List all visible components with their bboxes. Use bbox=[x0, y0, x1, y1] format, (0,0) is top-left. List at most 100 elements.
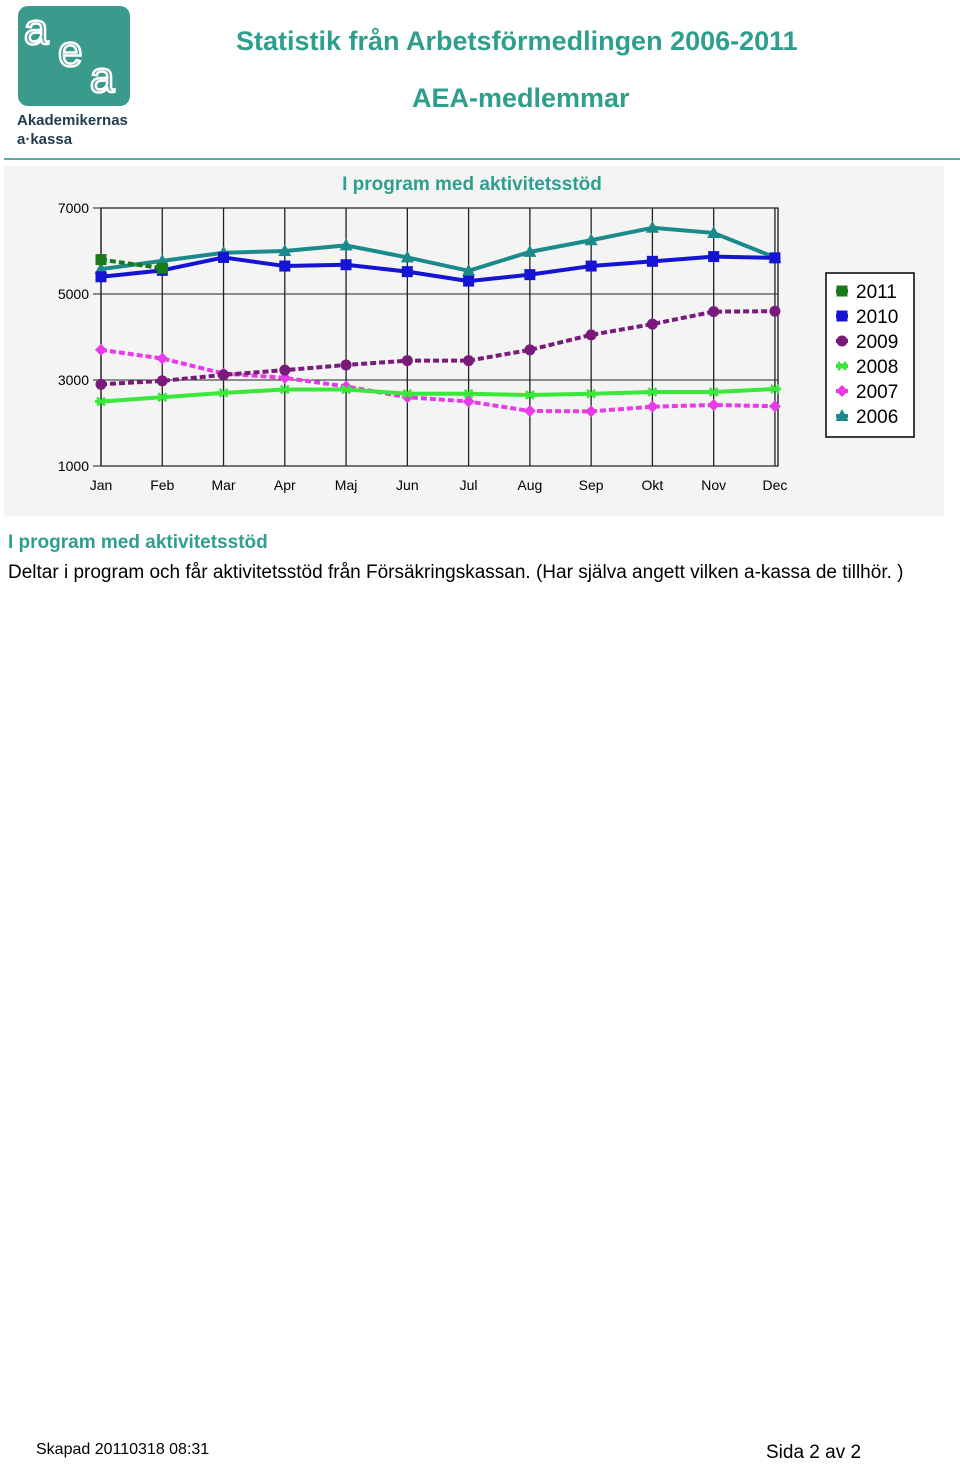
data-point-2009 bbox=[646, 318, 658, 330]
data-point-2011 bbox=[156, 262, 168, 274]
data-point-2006 bbox=[400, 250, 414, 263]
data-point-2009 bbox=[769, 305, 781, 317]
logo-name: Akademikernas a·kassa bbox=[17, 111, 128, 149]
legend-label-2009: 2009 bbox=[856, 332, 898, 353]
plot-area bbox=[100, 207, 779, 467]
logo-name-line2: a·kassa bbox=[17, 131, 73, 148]
data-point-2007 bbox=[707, 398, 720, 411]
data-point-2007 bbox=[646, 400, 659, 413]
legend-marker-2011 bbox=[836, 285, 848, 297]
data-point-2006 bbox=[339, 238, 353, 251]
footer-page-number: Sida 2 av 2 bbox=[766, 1442, 862, 1463]
data-point-2010 bbox=[585, 260, 597, 272]
data-point-2010 bbox=[95, 271, 107, 283]
x-tick-label: Sep bbox=[579, 477, 604, 493]
data-point-2008 bbox=[401, 388, 414, 399]
data-point-2009 bbox=[156, 375, 168, 387]
series-line-2011 bbox=[100, 257, 163, 271]
data-point-2006 bbox=[707, 225, 721, 238]
logo-name-line1: Akademikernas bbox=[17, 112, 128, 129]
legend-marker-2010 bbox=[836, 310, 848, 322]
data-point-2010 bbox=[401, 266, 413, 278]
data-point-2010 bbox=[463, 275, 475, 287]
x-tick-label: Maj bbox=[335, 477, 358, 493]
chart-title: I program med aktivitetsstöd bbox=[342, 174, 602, 195]
data-point-2008 bbox=[340, 384, 353, 395]
data-point-2008 bbox=[278, 384, 291, 395]
data-point-2007 bbox=[340, 380, 353, 393]
data-point-2008 bbox=[585, 388, 598, 399]
series-line-2008 bbox=[100, 387, 776, 404]
section-title: I program med aktivitetsstöd bbox=[8, 532, 268, 553]
logo-mark: a e a bbox=[18, 6, 130, 106]
y-tick-label: 1000 bbox=[58, 458, 89, 474]
data-point-2010 bbox=[524, 269, 536, 281]
data-point-2008 bbox=[462, 388, 475, 399]
x-tick-label: Jun bbox=[396, 477, 419, 493]
data-point-2010 bbox=[340, 259, 352, 271]
logo: a e a Akademikernas a·kassa bbox=[16, 6, 136, 152]
x-tick-label: Feb bbox=[150, 477, 174, 493]
x-tick-label: Apr bbox=[274, 477, 296, 493]
data-point-2007 bbox=[278, 371, 291, 384]
x-tick-label: Jul bbox=[460, 477, 478, 493]
data-point-2008 bbox=[768, 384, 781, 394]
data-point-2008 bbox=[523, 390, 536, 400]
x-tick-label: Nov bbox=[701, 477, 726, 493]
legend-label-2006: 2006 bbox=[856, 407, 898, 428]
data-point-2008 bbox=[156, 392, 169, 403]
legend-marker-2009 bbox=[836, 335, 848, 347]
data-point-2006 bbox=[94, 262, 108, 275]
header-divider bbox=[4, 158, 960, 160]
data-point-2009 bbox=[340, 359, 352, 371]
legend-label-2010: 2010 bbox=[856, 307, 898, 328]
data-point-2011 bbox=[95, 254, 107, 266]
data-point-2009 bbox=[95, 378, 107, 390]
legend-label-2008: 2008 bbox=[856, 357, 898, 378]
data-point-2006 bbox=[523, 244, 537, 257]
data-point-2010 bbox=[646, 255, 658, 267]
y-tick-label: 3000 bbox=[58, 372, 89, 388]
series-line-2009 bbox=[100, 309, 775, 387]
svg-text:a: a bbox=[24, 6, 49, 54]
data-point-2008 bbox=[95, 396, 107, 407]
data-point-2007 bbox=[585, 405, 598, 418]
data-point-2009 bbox=[463, 355, 475, 367]
svg-text:e: e bbox=[58, 27, 82, 76]
legend-label-2007: 2007 bbox=[856, 382, 898, 403]
data-point-2009 bbox=[218, 369, 230, 381]
data-point-2010 bbox=[708, 251, 720, 263]
data-point-2009 bbox=[401, 355, 413, 367]
x-tick-label: Okt bbox=[642, 477, 664, 493]
x-tick-label: Aug bbox=[517, 477, 542, 493]
data-point-2007 bbox=[156, 352, 169, 365]
data-point-2006 bbox=[462, 263, 476, 276]
data-point-2008 bbox=[707, 387, 720, 397]
series-line-2010 bbox=[100, 254, 775, 284]
data-point-2009 bbox=[524, 344, 536, 356]
footer-created: Skapad 20110318 08:31 bbox=[36, 1441, 210, 1458]
data-point-2009 bbox=[279, 364, 291, 376]
y-tick-label: 7000 bbox=[58, 200, 89, 216]
y-tick-label: 5000 bbox=[58, 286, 89, 302]
data-point-2010 bbox=[279, 260, 291, 272]
x-tick-label: Dec bbox=[762, 477, 787, 493]
legend-label-2011: 2011 bbox=[856, 282, 897, 303]
data-point-2008 bbox=[646, 387, 659, 397]
logo-letters: a e a bbox=[23, 6, 117, 103]
x-tick-label: Mar bbox=[211, 477, 235, 493]
data-point-2007 bbox=[95, 343, 107, 356]
line-chart: I program med aktivitetsstöd 1000 3000 5000… bbox=[58, 174, 915, 493]
x-tick-label: Jan bbox=[90, 477, 113, 493]
section-description: Deltar i program och får aktivitetsstöd … bbox=[8, 562, 904, 583]
legend-marker-2008 bbox=[836, 361, 848, 371]
series-line-2006 bbox=[100, 225, 776, 273]
data-point-2010 bbox=[218, 251, 230, 263]
page-title: Statistik från Arbetsförmedlingen 2006-2… bbox=[236, 26, 798, 56]
page-subtitle: AEA-medlemmar bbox=[412, 83, 630, 113]
data-point-2007 bbox=[768, 400, 781, 413]
legend-marker-2007 bbox=[836, 385, 848, 397]
legend-marker-2006 bbox=[835, 409, 849, 421]
data-point-2006 bbox=[584, 233, 598, 246]
data-point-2009 bbox=[585, 329, 597, 341]
